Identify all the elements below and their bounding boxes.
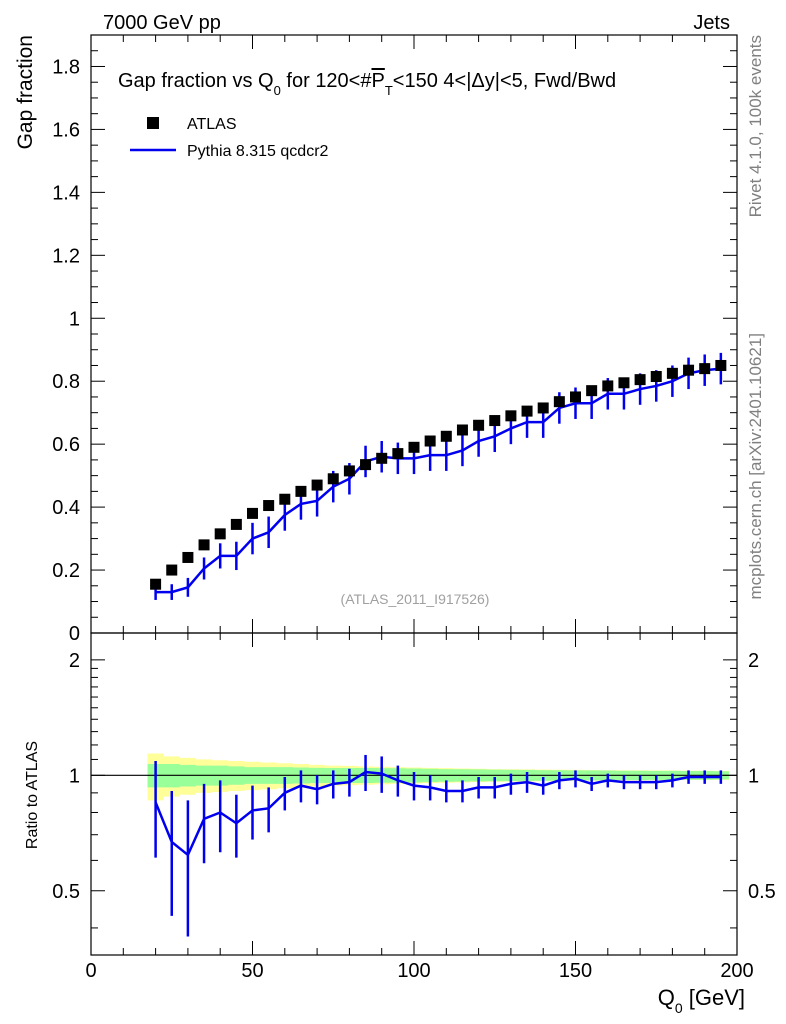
atlas-data-point	[602, 380, 614, 392]
ratio-ticks	[90, 633, 738, 955]
atlas-data-point	[424, 435, 436, 447]
ratio-y-tick-label-right: 0.5	[748, 881, 776, 903]
atlas-data-point	[263, 500, 275, 512]
ratio-y-tick-label-right: 1	[748, 765, 759, 787]
atlas-data-point	[247, 507, 258, 519]
main-marks	[150, 352, 727, 600]
main-ticks	[90, 35, 738, 633]
atlas-data-point	[230, 518, 242, 530]
ratio-y-tick-label: 1	[69, 765, 80, 787]
atlas-data-point	[343, 465, 355, 477]
atlas-data-point	[618, 377, 630, 389]
ratio-y-tick-label: 2	[69, 650, 80, 672]
x-tick-label: 100	[397, 960, 430, 982]
atlas-data-point	[537, 402, 549, 414]
main-y-tick-label: 1.4	[52, 182, 80, 204]
analysis-watermark: (ATLAS_2011_I917526)	[341, 591, 490, 607]
legend-atlas-label: ATLAS	[187, 116, 237, 133]
main-y-tick-labels: 0.2 0.4 0.6 0.8 1 1.2 1.4 1.6 1.8 0	[52, 56, 80, 645]
rivet-label: Rivet 4.1.0, 100k events	[746, 35, 765, 217]
atlas-data-point	[279, 493, 291, 505]
atlas-data-point	[150, 578, 162, 590]
atlas-data-point	[456, 424, 468, 436]
atlas-data-point	[166, 564, 178, 576]
ratio-panel: 0.5 0.5 1 1 2 2 0 50 100 150 200 Ratio to ATLAS Q…	[24, 632, 776, 1016]
main-y-tick-label: 0.4	[52, 497, 80, 519]
atlas-data-point	[650, 370, 662, 382]
x-tick-labels: 0 50 100 150 200	[85, 960, 753, 982]
ratio-y-tick-label-right: 2	[748, 650, 759, 672]
header-right: Jets	[693, 12, 730, 34]
atlas-data-point	[327, 473, 339, 485]
atlas-data-point	[473, 419, 485, 431]
main-y-tick-label: 0.6	[52, 434, 80, 456]
pythia-series-line	[155, 367, 721, 594]
x-tick-label: 150	[559, 960, 592, 982]
legend: ATLAS Pythia 8.315 qcdcr2	[130, 116, 329, 160]
atlas-data-point	[489, 415, 501, 427]
x-tick-label: 0	[85, 960, 96, 982]
main-y-tick-label: 1.6	[52, 119, 80, 141]
main-y-tick-label: 0.2	[52, 560, 80, 582]
atlas-data-point	[570, 391, 581, 403]
main-y-tick-label: 0.8	[52, 371, 80, 393]
atlas-data-point	[699, 363, 711, 375]
legend-pythia-label: Pythia 8.315 qcdcr2	[187, 143, 329, 160]
atlas-data-point	[295, 485, 307, 497]
atlas-data-point	[182, 551, 194, 563]
atlas-data-point	[360, 459, 372, 471]
x-tick-label: 50	[241, 960, 263, 982]
atlas-data-point	[715, 359, 727, 371]
main-y-axis-label: Gap fraction	[14, 35, 37, 149]
ratio-marks	[154, 754, 723, 937]
atlas-data-point	[376, 452, 388, 464]
atlas-data-point	[666, 367, 678, 379]
ratio-series-line	[154, 770, 721, 857]
atlas-data-point	[408, 441, 420, 453]
atlas-data-point	[553, 396, 565, 408]
main-title: Gap fraction vs Q0 for 120<#PT<150 4<|Δy…	[118, 70, 616, 98]
atlas-data-point	[392, 448, 404, 460]
ratio-y-tick-labels: 0.5 0.5 1 1 2 2	[52, 650, 776, 903]
atlas-data-point	[634, 374, 646, 386]
ratio-y-axis-label: Ratio to ATLAS	[24, 741, 41, 849]
x-tick-label: 200	[720, 960, 753, 982]
atlas-data-point	[505, 410, 517, 422]
main-y-tick-label-zero: 0	[69, 623, 80, 645]
x-axis-label: Q0 [GeV]	[658, 985, 745, 1016]
header-left: 7000 GeV pp	[103, 12, 221, 34]
atlas-data-point	[521, 405, 533, 417]
atlas-data-point	[440, 430, 452, 442]
atlas-data-point	[214, 528, 226, 540]
ratio-y-tick-label: 0.5	[52, 881, 80, 903]
main-y-tick-label: 1.2	[52, 245, 80, 267]
main-panel: 0.2 0.4 0.6 0.8 1 1.2 1.4 1.6 1.8 0 Gap fraction …	[14, 34, 738, 645]
header: 7000 GeV pp Jets	[103, 12, 730, 34]
atlas-data-point	[683, 364, 695, 376]
legend-atlas-marker	[147, 117, 159, 129]
atlas-data-point	[311, 479, 323, 491]
main-y-tick-label: 1.8	[52, 56, 80, 78]
atlas-data-point	[586, 385, 598, 397]
atlas-data-point	[198, 539, 210, 551]
main-y-tick-label: 1	[69, 308, 80, 330]
mcplots-label: mcplots.cern.ch [arXiv:2401.10621]	[746, 333, 765, 599]
